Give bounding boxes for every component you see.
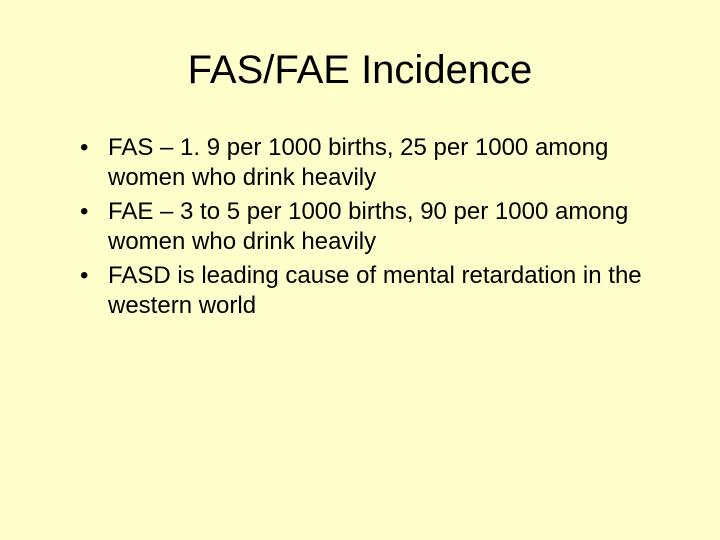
list-item: FAE – 3 to 5 per 1000 births, 90 per 100… [80,197,660,257]
slide-title: FAS/FAE Incidence [60,48,660,93]
slide: FAS/FAE Incidence FAS – 1. 9 per 1000 bi… [0,0,720,540]
bullet-list: FAS – 1. 9 per 1000 births, 25 per 1000 … [80,133,660,321]
list-item: FASD is leading cause of mental retardat… [80,261,660,321]
list-item: FAS – 1. 9 per 1000 births, 25 per 1000 … [80,133,660,193]
